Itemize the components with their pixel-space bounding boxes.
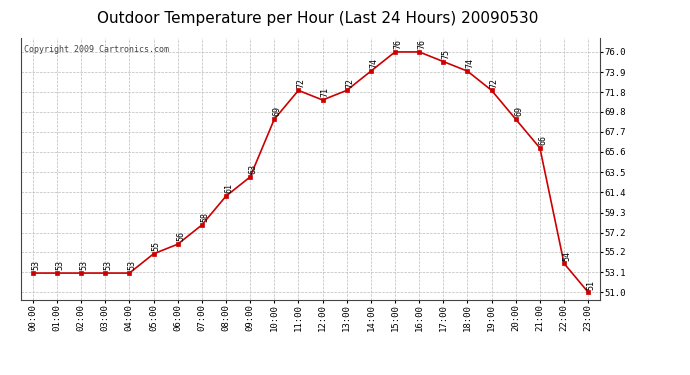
Text: 53: 53 [128, 260, 137, 270]
Text: 69: 69 [273, 106, 282, 117]
Text: 76: 76 [393, 39, 402, 49]
Text: 72: 72 [345, 78, 354, 88]
Text: 56: 56 [176, 231, 185, 242]
Text: 58: 58 [200, 212, 209, 222]
Text: 69: 69 [514, 106, 523, 117]
Text: 75: 75 [442, 49, 451, 59]
Text: Outdoor Temperature per Hour (Last 24 Hours) 20090530: Outdoor Temperature per Hour (Last 24 Ho… [97, 11, 538, 26]
Text: 51: 51 [586, 279, 595, 290]
Text: 63: 63 [248, 164, 257, 174]
Text: 53: 53 [31, 260, 40, 270]
Text: 55: 55 [152, 241, 161, 251]
Text: 53: 53 [79, 260, 88, 270]
Text: Copyright 2009 Cartronics.com: Copyright 2009 Cartronics.com [23, 45, 168, 54]
Text: 76: 76 [417, 39, 426, 49]
Text: 53: 53 [55, 260, 64, 270]
Text: 54: 54 [562, 251, 571, 261]
Text: 74: 74 [466, 58, 475, 68]
Text: 53: 53 [104, 260, 112, 270]
Text: 74: 74 [369, 58, 378, 68]
Text: 61: 61 [224, 183, 233, 194]
Text: 66: 66 [538, 135, 547, 145]
Text: 72: 72 [297, 78, 306, 88]
Text: 72: 72 [490, 78, 499, 88]
Text: 71: 71 [321, 87, 330, 97]
